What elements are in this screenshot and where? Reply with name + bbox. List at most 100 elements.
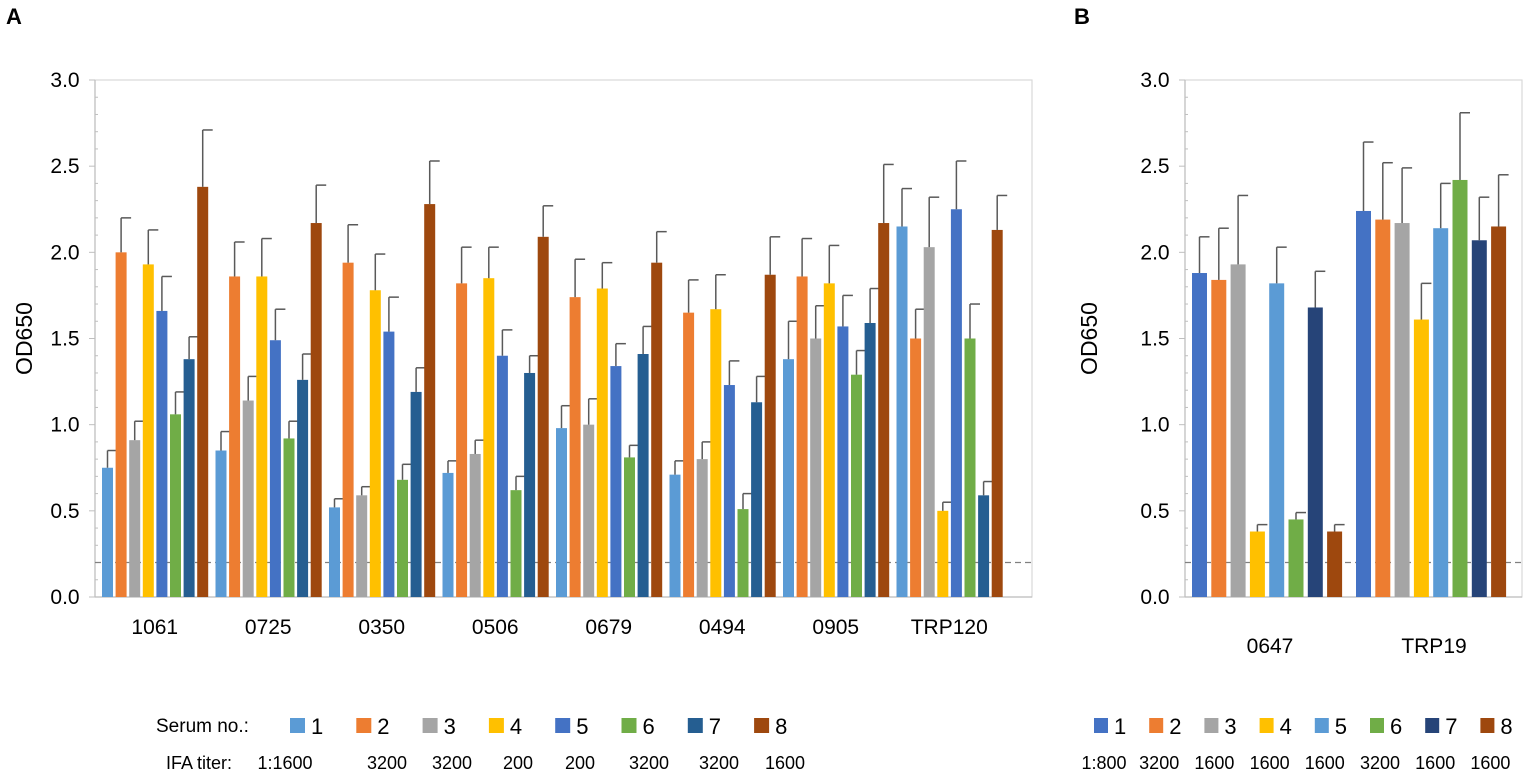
legend-swatch bbox=[1204, 718, 1219, 733]
titer-value: 3200 bbox=[367, 753, 407, 773]
bar bbox=[524, 372, 536, 597]
y-tick-label: 2.0 bbox=[1140, 241, 1169, 264]
legend-swatch bbox=[687, 718, 703, 733]
bar bbox=[810, 338, 822, 597]
titer-value: 3200 bbox=[1139, 753, 1179, 773]
titer-value: 3200 bbox=[1360, 753, 1400, 773]
bar bbox=[269, 340, 281, 597]
titer-value: 3200 bbox=[699, 753, 739, 773]
y-tick-label: 0.5 bbox=[1140, 500, 1169, 523]
y-tick-label: 1.5 bbox=[50, 328, 79, 351]
bar bbox=[651, 262, 663, 597]
y-tick-label: 0.0 bbox=[50, 586, 79, 609]
titer-value: 200 bbox=[503, 753, 533, 773]
bar bbox=[1230, 264, 1246, 597]
y-tick-label: 0.5 bbox=[50, 500, 79, 523]
bar bbox=[310, 223, 322, 597]
titer-value: 1600 bbox=[1415, 753, 1455, 773]
legend-swatch bbox=[754, 718, 770, 733]
bar bbox=[483, 278, 495, 597]
y-tick-label: 2.0 bbox=[50, 241, 79, 264]
bar bbox=[1192, 273, 1207, 597]
bar bbox=[1327, 531, 1343, 597]
legend-label: 6 bbox=[1390, 714, 1402, 739]
legend-panel-b: 1 2 3 4 5 6 7 8 1:800 3200 1600 1600 1600 3200 1600 160… bbox=[1081, 714, 1512, 773]
x-tick-label: TRP19 bbox=[1401, 635, 1466, 658]
chart-panel-a: 0.0 0.5 1.0 1.5 2.0 2.5 3.0 OD650 1061 0725 0350 05… bbox=[11, 69, 1033, 639]
y-tick-label: 2.5 bbox=[1140, 155, 1169, 178]
legend-swatch bbox=[1259, 718, 1274, 733]
y-tick-label: 1.0 bbox=[1140, 414, 1169, 437]
bar bbox=[851, 374, 862, 597]
y-tick-label: 3.0 bbox=[1140, 69, 1169, 92]
legend-label: 4 bbox=[510, 714, 522, 739]
titer-value: 1:800 bbox=[1081, 753, 1126, 773]
titer-value: 1600 bbox=[765, 753, 805, 773]
bar bbox=[710, 309, 722, 597]
bar bbox=[1307, 307, 1323, 597]
panel-label-a: A bbox=[6, 4, 22, 29]
bar bbox=[783, 359, 794, 597]
bar bbox=[297, 379, 309, 597]
bar bbox=[1356, 210, 1371, 597]
bar bbox=[878, 223, 890, 597]
panel-label-b: B bbox=[1074, 4, 1090, 29]
bar bbox=[115, 252, 127, 598]
legend-title: Serum no.: bbox=[156, 716, 249, 737]
x-tick-label: 0494 bbox=[699, 616, 746, 639]
legend-swatch bbox=[1425, 718, 1440, 733]
bar bbox=[156, 310, 168, 597]
bar bbox=[510, 490, 522, 597]
titer-value: 3200 bbox=[432, 753, 472, 773]
bar bbox=[923, 247, 935, 597]
titer-value: 1:1600 bbox=[257, 753, 312, 773]
legend-swatch bbox=[1480, 718, 1495, 733]
bar bbox=[1394, 223, 1410, 597]
y-tick-label: 3.0 bbox=[50, 69, 79, 92]
legend-swatch bbox=[1149, 718, 1164, 733]
bar bbox=[1211, 279, 1227, 597]
bar bbox=[1288, 519, 1304, 597]
y-tick-label: 1.0 bbox=[50, 414, 79, 437]
bar bbox=[624, 457, 635, 597]
bar bbox=[229, 276, 241, 597]
titer-value: 1600 bbox=[1194, 753, 1234, 773]
bar bbox=[537, 236, 549, 597]
bar bbox=[991, 229, 1003, 597]
legend-label: 7 bbox=[1445, 714, 1457, 739]
bar bbox=[329, 507, 340, 597]
bar bbox=[1249, 531, 1265, 597]
bar bbox=[1452, 179, 1468, 597]
x-tick-label: 0506 bbox=[472, 616, 519, 639]
bar bbox=[197, 186, 209, 597]
bar bbox=[1491, 226, 1507, 597]
titer-value: 1600 bbox=[1470, 753, 1510, 773]
legend-label: 8 bbox=[1500, 714, 1512, 739]
bar bbox=[142, 264, 154, 597]
x-tick-label: 1061 bbox=[131, 616, 178, 639]
titer-title: IFA titer: bbox=[166, 753, 232, 773]
legend-label: 5 bbox=[576, 714, 588, 739]
bar bbox=[950, 209, 962, 597]
bar bbox=[669, 474, 681, 597]
bar bbox=[1413, 319, 1429, 597]
bar bbox=[937, 510, 949, 597]
bar bbox=[1375, 219, 1391, 597]
bar bbox=[356, 495, 368, 597]
legend-swatch bbox=[621, 718, 637, 733]
bar bbox=[410, 391, 422, 597]
legend-swatch bbox=[1370, 718, 1384, 733]
bar bbox=[696, 459, 708, 597]
legend-swatch bbox=[290, 718, 305, 733]
titer-value: 3200 bbox=[629, 753, 669, 773]
bar bbox=[896, 226, 908, 597]
bar bbox=[964, 338, 976, 597]
bar bbox=[569, 297, 581, 597]
legend-label: 4 bbox=[1280, 714, 1292, 739]
bar bbox=[837, 326, 849, 597]
bar bbox=[751, 402, 763, 597]
bar bbox=[369, 290, 381, 597]
y-tick-label: 2.5 bbox=[50, 155, 79, 178]
legend-swatch bbox=[555, 718, 571, 733]
